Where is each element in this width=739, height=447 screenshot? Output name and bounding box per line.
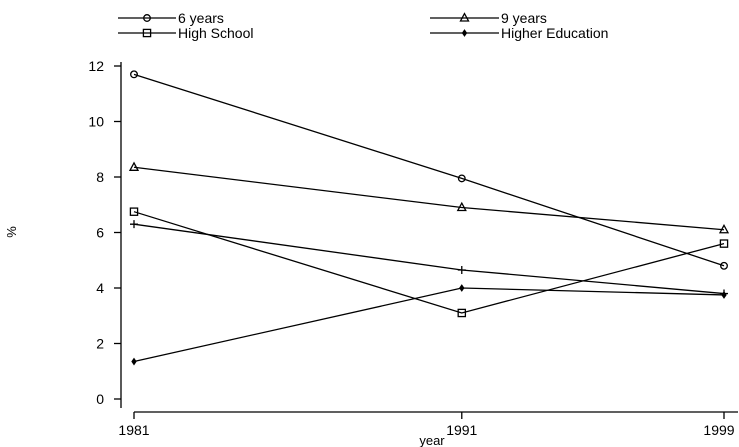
y-tick-label: 12: [88, 58, 104, 74]
tick-marks: 0 2 4 6 8 10 12 1981 1991 1999: [88, 58, 734, 438]
series-line: [133, 166, 725, 231]
data-point: [457, 308, 467, 318]
y-tick-label: 2: [96, 336, 104, 352]
y-tick-label: 8: [96, 169, 104, 185]
y-tick-label: 6: [96, 225, 104, 241]
data-point: [129, 207, 139, 216]
legend-marker: [142, 28, 152, 38]
legend-label: High School: [178, 25, 254, 41]
data-point: [459, 284, 465, 292]
data-point: [718, 223, 730, 234]
series-line: [133, 73, 725, 267]
data-point: [131, 357, 137, 366]
legend: 6 years 9 years High School Higher Educatio…: [118, 10, 608, 41]
y-tick-label: 4: [96, 280, 104, 296]
data-point: [720, 261, 728, 270]
data-point: [456, 201, 467, 212]
legend-marker: [461, 29, 468, 37]
y-tick-label: 10: [88, 114, 104, 130]
y-tick-label: 0: [96, 391, 104, 407]
legend-marker: [459, 12, 470, 22]
data-point: [457, 265, 466, 274]
data-point: [720, 289, 728, 298]
legend-label: 9 years: [501, 10, 547, 26]
series-line: [133, 211, 725, 314]
axes: [120, 62, 738, 413]
series-line: [133, 223, 725, 295]
x-axis-title: year: [419, 433, 445, 447]
data-point: [457, 174, 466, 183]
y-axis-title: %: [4, 226, 19, 238]
series-lines: [133, 73, 725, 363]
legend-label: 6 years: [178, 10, 224, 26]
data-point: [719, 239, 729, 248]
series-line: [133, 287, 725, 363]
legend-label: Higher Education: [501, 25, 608, 41]
legend-marker: [143, 14, 151, 22]
series-markers: [128, 70, 730, 366]
data-point: [130, 220, 138, 229]
x-tick-label: 1991: [446, 422, 477, 438]
x-tick-label: 1981: [118, 422, 149, 438]
x-tick-label: 1999: [703, 422, 734, 438]
data-point: [130, 70, 138, 79]
data-point: [128, 161, 140, 171]
